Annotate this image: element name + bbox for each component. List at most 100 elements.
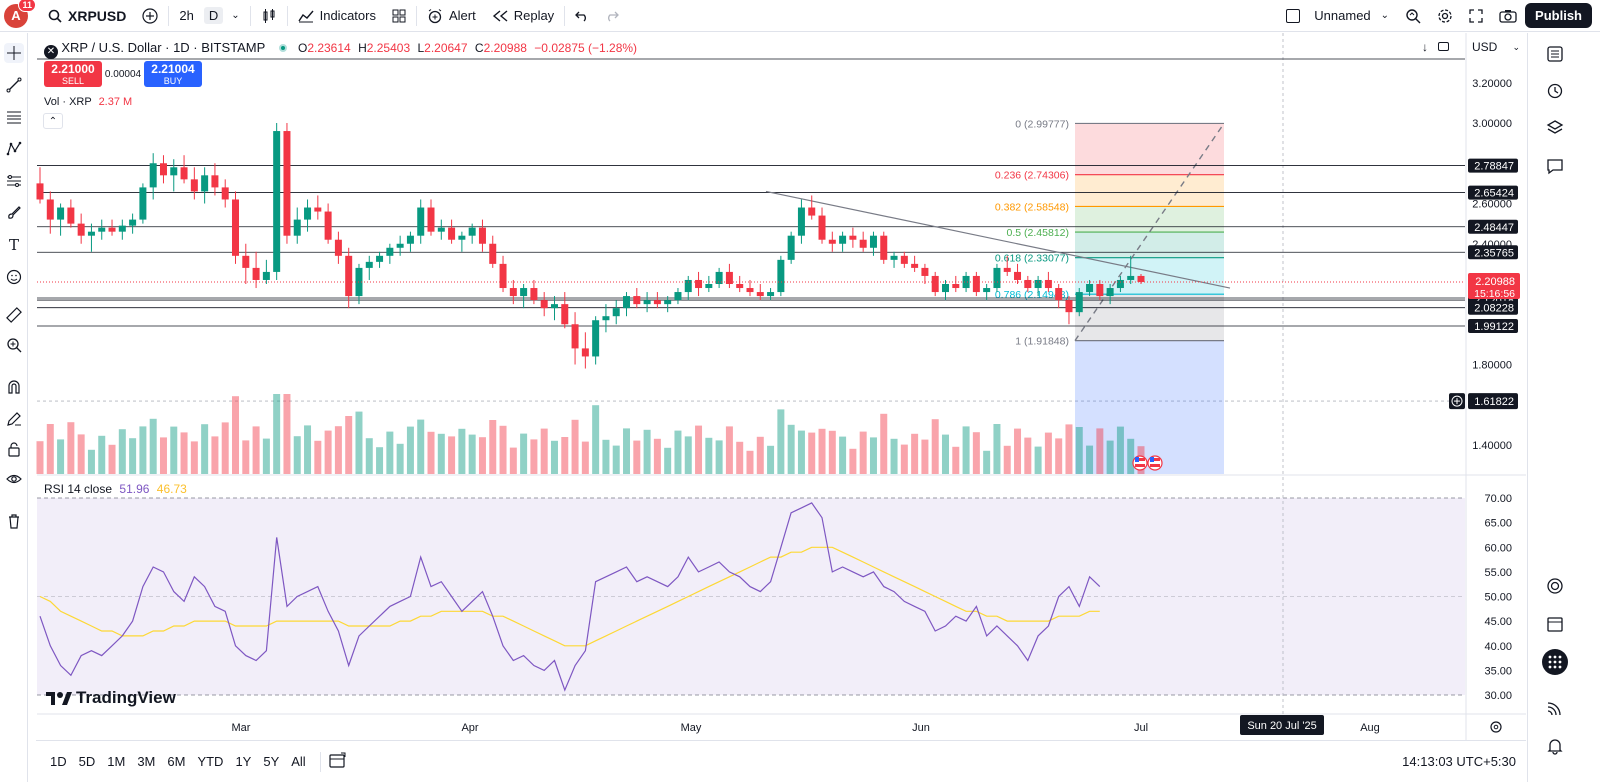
candle-body <box>900 255 908 264</box>
volume-bar <box>283 394 291 474</box>
axis-settings-gear-icon <box>1490 721 1502 733</box>
range-button-1m[interactable]: 1M <box>107 754 126 769</box>
lock-icon[interactable] <box>4 439 24 459</box>
candle-body <box>345 255 353 297</box>
price-tag <box>1468 300 1518 315</box>
crosshair-price-tag <box>1468 393 1518 410</box>
range-button-1d[interactable]: 1D <box>50 754 67 769</box>
interval-d-button[interactable]: D <box>203 7 224 24</box>
sell-button[interactable]: 2.21000 SELL <box>44 61 102 87</box>
calendar-icon[interactable] <box>1544 613 1566 635</box>
redo-icon <box>608 11 620 21</box>
currency-select[interactable]: USD ⌄ <box>1466 36 1526 58</box>
candle-body <box>828 239 836 244</box>
patterns-tool-icon[interactable] <box>4 139 24 159</box>
volume-value: 2.37 M <box>98 96 133 108</box>
brush-tool-icon[interactable] <box>4 203 24 223</box>
symbol-search-button[interactable]: XRPUSD <box>40 0 134 32</box>
layout-select[interactable]: Unnamed ⌄ <box>1278 0 1397 32</box>
zoom-in-icon[interactable] <box>4 335 24 355</box>
broadcast-icon[interactable] <box>1544 697 1566 719</box>
user-avatar[interactable]: A 11 <box>4 0 36 28</box>
plus-circle-icon <box>1451 395 1463 407</box>
text-tool-icon[interactable]: T <box>8 236 19 254</box>
candle-body <box>520 288 528 297</box>
volume-bar <box>509 447 517 474</box>
time-axis-label: Aug <box>1360 722 1380 734</box>
apps-grid-icon[interactable] <box>1542 649 1568 675</box>
symbol-legend: ✕ XRP / U.S. Dollar · 1D · BITSTAMP O2.2… <box>44 40 637 59</box>
stay-in-drawing-mode-icon[interactable] <box>4 409 24 429</box>
volume-bar <box>818 428 826 474</box>
arrow-down-icon[interactable]: ↓ <box>1422 40 1428 54</box>
emoji-tool-icon[interactable] <box>4 267 24 287</box>
candle-body <box>931 275 939 293</box>
bell-icon[interactable] <box>1544 735 1566 757</box>
candle-body <box>756 292 764 297</box>
eye-icon[interactable] <box>4 469 24 489</box>
candle-body <box>262 271 270 280</box>
range-button-ytd[interactable]: YTD <box>197 754 224 769</box>
compare-symbol-button[interactable] <box>134 0 166 32</box>
price-tag-label: 2.35765 <box>1474 247 1514 259</box>
fib-retracement-tool-icon[interactable] <box>4 107 24 127</box>
candle-body <box>417 207 425 236</box>
alert-button[interactable]: Alert <box>419 0 484 32</box>
undo-button[interactable] <box>567 0 597 32</box>
volume-bar <box>550 440 558 474</box>
indicators-button[interactable]: Indicators <box>290 0 384 32</box>
chat-icon[interactable] <box>1544 155 1566 177</box>
volume-bar <box>808 432 816 474</box>
redo-button[interactable] <box>597 0 627 32</box>
snapshot-button[interactable] <box>1491 0 1525 32</box>
interval-dropdown[interactable]: ⌄ <box>223 0 247 32</box>
volume-bar <box>211 436 219 474</box>
layers-icon[interactable] <box>1544 117 1566 139</box>
volume-bar <box>232 396 240 474</box>
forecast-tool-icon[interactable] <box>4 171 24 191</box>
low-value: 2.20647 <box>424 41 468 55</box>
range-button-all[interactable]: All <box>291 754 306 769</box>
fullscreen-button[interactable] <box>1461 0 1491 32</box>
settings-button[interactable] <box>1429 0 1461 32</box>
templates-button[interactable] <box>384 0 414 32</box>
watchlist-icon[interactable] <box>1544 43 1566 65</box>
range-button-3m[interactable]: 3M <box>137 754 156 769</box>
range-button-5y[interactable]: 5Y <box>263 754 280 769</box>
rsi-axis-tick: 60.00 <box>1484 542 1512 554</box>
current-price-label: 2.20988 <box>1475 276 1515 288</box>
trash-icon[interactable] <box>4 511 24 531</box>
trend-line-tool-icon[interactable] <box>4 75 24 95</box>
target-icon[interactable] <box>1544 575 1566 597</box>
candle-body <box>880 235 888 260</box>
alerts-clock-icon[interactable] <box>1544 79 1566 101</box>
replay-button[interactable]: Replay <box>484 0 562 32</box>
range-button-1y[interactable]: 1Y <box>235 754 252 769</box>
collapse-legend-button[interactable]: ⌃ <box>43 113 63 129</box>
chart-type-button[interactable] <box>253 0 285 32</box>
quick-search-button[interactable] <box>1397 0 1429 32</box>
goto-date-button[interactable] <box>329 752 347 771</box>
volume-bar <box>489 420 497 474</box>
range-button-6m[interactable]: 6M <box>167 754 186 769</box>
crosshair-tool-icon[interactable] <box>4 43 24 63</box>
price-axis-tick: 1.40000 <box>1472 440 1512 452</box>
volume-bar <box>880 413 888 474</box>
chevron-down-icon: ⌄ <box>231 10 240 21</box>
restore-pane-icon[interactable] <box>1438 42 1449 51</box>
candle-body <box>623 296 631 309</box>
interval-2h-button[interactable]: 2h <box>179 8 194 23</box>
candle-body <box>767 292 775 297</box>
volume-bar <box>705 437 713 474</box>
fib-zone <box>1075 294 1224 341</box>
ruler-tool-icon[interactable] <box>4 305 24 325</box>
range-button-5d[interactable]: 5D <box>78 754 96 769</box>
buy-button[interactable]: 2.21004 BUY <box>144 61 202 87</box>
clock-timezone[interactable]: 14:13:03 UTC+5:30 <box>1402 754 1516 769</box>
volume-bar <box>1096 428 1104 474</box>
magnet-icon[interactable] <box>4 377 24 397</box>
chevron-up-icon: ⌃ <box>48 116 58 127</box>
publish-button[interactable]: Publish <box>1525 3 1592 28</box>
volume-bar <box>448 436 456 474</box>
